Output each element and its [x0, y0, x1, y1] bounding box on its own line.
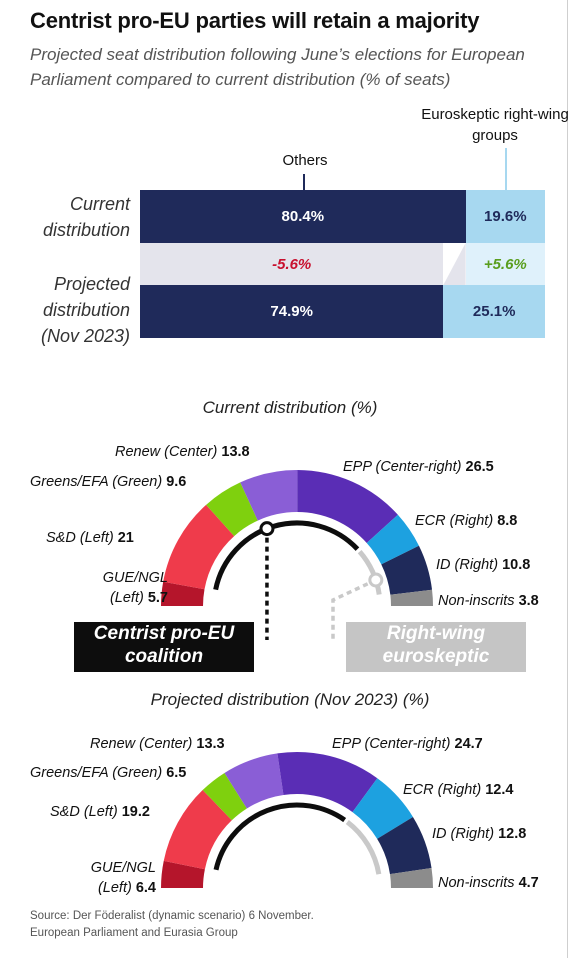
projected-slice-renew — [224, 753, 284, 809]
party-value: 4.7 — [518, 875, 539, 891]
current-slice-sd — [163, 504, 235, 590]
label-projected-ni: Non-inscrits 4.7 — [438, 873, 539, 893]
projected-donut-title: Projected distribution (Nov 2023) (%) — [150, 690, 430, 709]
party-value: 19.2 — [121, 804, 150, 820]
others-label: Others — [282, 152, 328, 169]
party-value: 6.5 — [166, 765, 187, 781]
party-value: 8.8 — [497, 513, 518, 529]
label-current-ni: Non-inscrits 3.8 — [438, 591, 539, 611]
party-name: S&D (Left) — [46, 530, 114, 546]
row-label-projected: Projected distribution (Nov 2023) — [40, 274, 130, 346]
party-name: Non-inscrits — [438, 593, 515, 609]
party-name: ID (Right) — [436, 557, 499, 573]
label-current-sd: S&D (Left) 21 — [46, 528, 134, 548]
bar-current-euroskeptic: 19.6% — [465, 190, 545, 243]
party-name: EPP (Center-right) — [343, 459, 462, 475]
projected-slice-epp — [277, 752, 378, 813]
party-name: Greens/EFA (Green) — [30, 765, 163, 781]
current-donut-title: Current distribution (%) — [202, 398, 378, 417]
party-value: 10.8 — [502, 557, 531, 573]
projected-slice-sd — [163, 790, 232, 870]
projected-euroskeptic-arc — [345, 820, 382, 875]
chart-subtitle: Projected seat distribution following Ju… — [30, 45, 525, 89]
label-projected-sd: S&D (Left) 19.2 — [50, 802, 150, 822]
label-projected-id: ID (Right) 12.8 — [432, 824, 526, 844]
source-line-2: European Parliament and Eurasia Group — [30, 927, 238, 939]
party-name: S&D (Left) — [50, 804, 118, 820]
current-euroskeptic-arc — [357, 549, 382, 595]
current-slice-id — [381, 545, 433, 595]
label-projected-greens: Greens/EFA (Green) 6.5 — [30, 763, 186, 783]
label-projected-gue: GUE/NGL (Left) 6.4 — [70, 858, 156, 898]
label-current-gue: GUE/NGL (Left) 5.7 — [82, 568, 168, 608]
bar-current-others: 80.4% — [140, 190, 466, 243]
source-line-1: Source: Der Föderalist (dynamic scenario… — [30, 910, 314, 922]
party-value: 21 — [117, 530, 134, 546]
coalition-euroskeptic-box: Right-wing euroskeptic — [346, 622, 526, 672]
label-current-greens: Greens/EFA (Green) 9.6 — [30, 472, 186, 492]
party-value: 3.8 — [518, 593, 539, 609]
current-euroskeptic-pointer — [331, 578, 377, 640]
current-slice-guengl — [161, 581, 205, 606]
projected-slice-guengl — [161, 860, 205, 888]
projected-slice-greensefa — [202, 772, 247, 821]
projected-slice-ni — [389, 867, 433, 888]
party-name: GUE/NGL (Left) — [102, 570, 168, 606]
source-note: Source: Der Föderalist (dynamic scenario… — [30, 908, 314, 942]
party-name: ECR (Right) — [403, 782, 482, 798]
label-projected-ecr: ECR (Right) 12.4 — [403, 780, 513, 800]
row-label-current: Current distribution — [42, 194, 130, 240]
projected-centrist-arc — [213, 802, 347, 871]
label-projected-epp: EPP (Center-right) 24.7 — [332, 734, 483, 754]
change-shift-wedge — [443, 243, 466, 285]
party-value: 13.8 — [221, 444, 250, 460]
party-value: 26.5 — [465, 459, 494, 475]
party-value: 13.3 — [196, 736, 225, 752]
change-others: -5.6% — [140, 243, 444, 285]
party-value: 12.4 — [485, 782, 514, 798]
party-value: 12.8 — [498, 826, 527, 842]
chart-title: Centrist pro-EU parties will retain a ma… — [30, 8, 480, 33]
label-projected-renew: Renew (Center) 13.3 — [90, 734, 225, 754]
current-slice-ni — [390, 589, 433, 606]
current-slice-greensefa — [206, 482, 258, 537]
projected-slice-id — [377, 816, 432, 875]
party-name: EPP (Center-right) — [332, 736, 451, 752]
chart-frame — [567, 0, 568, 958]
party-name: Non-inscrits — [438, 875, 515, 891]
current-slice-epp — [297, 470, 398, 543]
current-slice-renew — [240, 470, 298, 521]
label-current-renew: Renew (Center) 13.8 — [115, 442, 250, 462]
current-centrist-arc — [213, 520, 360, 591]
party-name: ECR (Right) — [415, 513, 494, 529]
current-centrist-marker — [259, 521, 275, 537]
bar-projected-euroskeptic: 25.1% — [443, 285, 545, 338]
projected-slice-ecr — [352, 778, 413, 839]
label-current-ecr: ECR (Right) 8.8 — [415, 511, 517, 531]
current-slice-ecr — [366, 514, 419, 565]
party-name: Renew (Center) — [115, 444, 218, 460]
party-value: 24.7 — [454, 736, 483, 752]
euroskeptic-label: Euroskeptic right-wing groups — [421, 106, 569, 144]
party-name: GUE/NGL (Left) — [90, 860, 156, 896]
label-current-epp: EPP (Center-right) 26.5 — [343, 457, 494, 477]
coalition-centrist-box: Centrist pro-EU coalition — [74, 622, 254, 672]
bar-projected-others: 74.9% — [140, 285, 444, 338]
party-name: Greens/EFA (Green) — [30, 474, 163, 490]
label-current-id: ID (Right) 10.8 — [436, 555, 530, 575]
current-euroskeptic-marker — [368, 572, 384, 588]
change-euroskeptic: +5.6% — [465, 243, 545, 285]
party-value: 9.6 — [166, 474, 187, 490]
party-value: 5.7 — [147, 590, 168, 606]
party-value: 6.4 — [135, 880, 156, 896]
party-name: ID (Right) — [432, 826, 495, 842]
party-name: Renew (Center) — [90, 736, 193, 752]
